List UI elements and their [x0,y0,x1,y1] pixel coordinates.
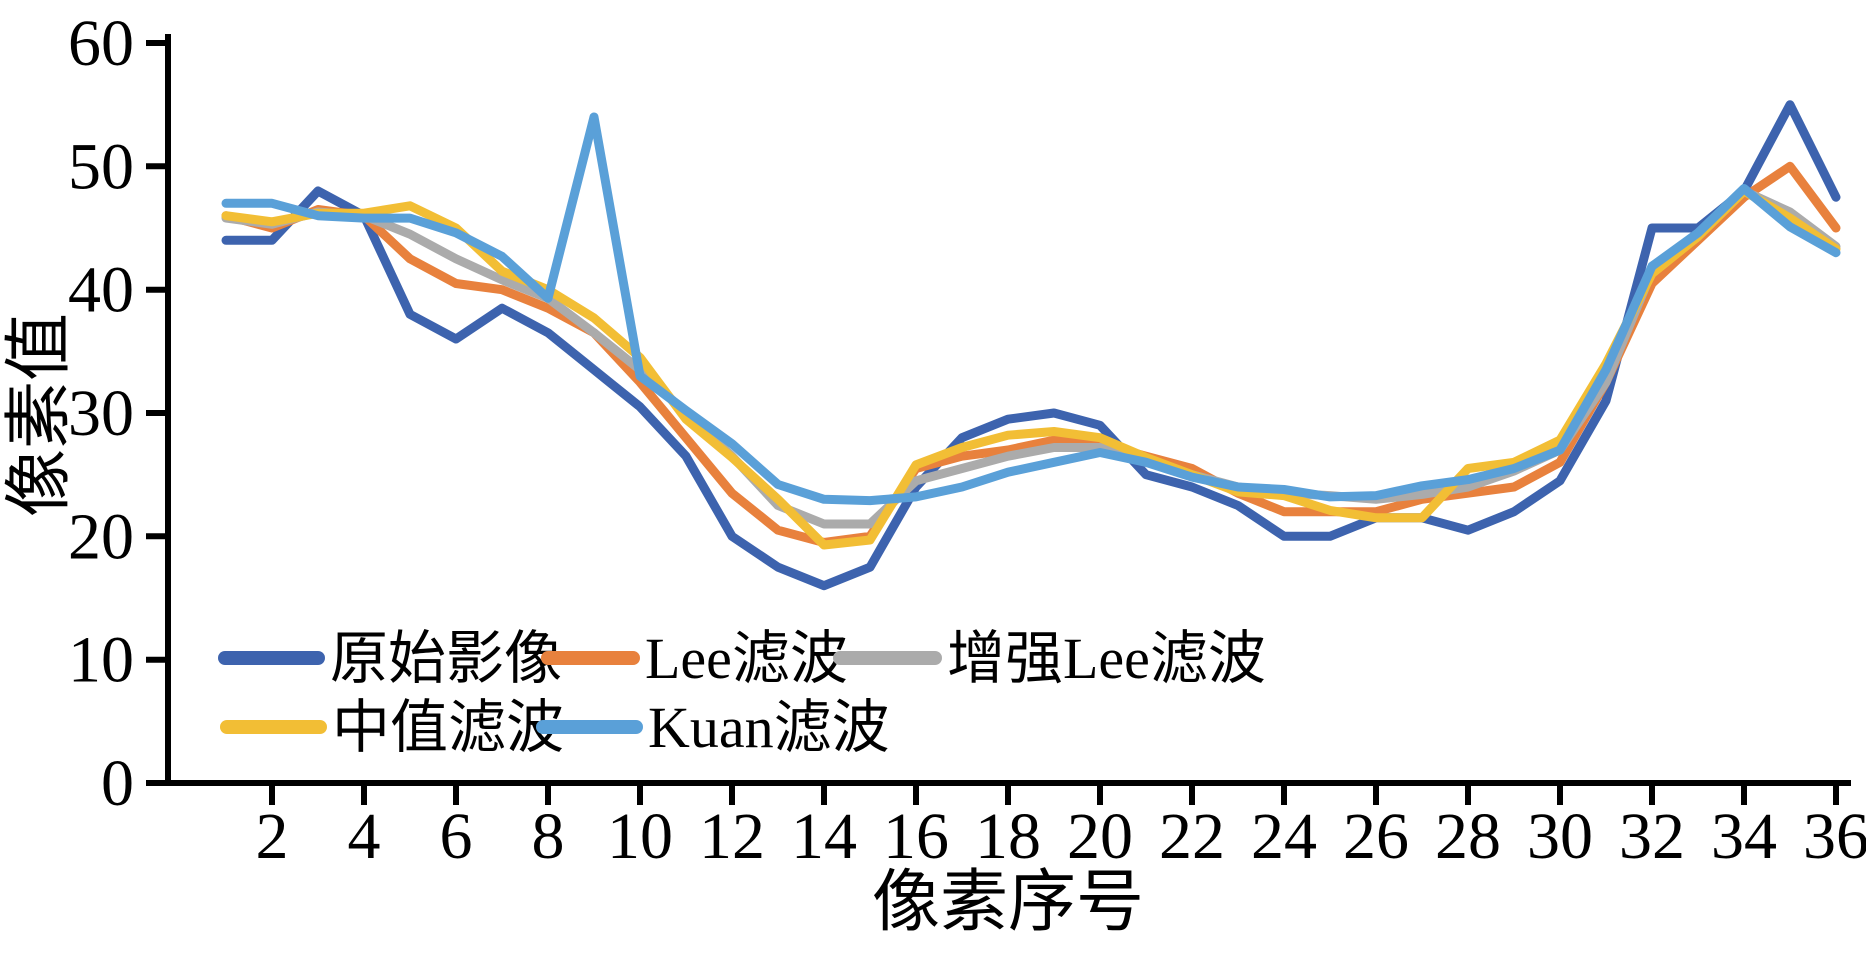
x-axis-title: 像素序号 [872,864,1144,940]
x-tick-label: 4 [348,800,381,873]
y-tick-label: 60 [68,7,134,80]
y-tick-label: 10 [68,624,134,697]
series-lines [221,100,1841,591]
x-tick-label: 14 [791,800,857,873]
y-tick-label: 30 [68,377,134,450]
legend-label-Lee滤波: Lee滤波 [645,626,848,691]
series-line-中值滤波 [221,186,1841,550]
x-tick-label: 24 [1251,800,1317,873]
legend-label-中值滤波: 中值滤波 [332,695,564,760]
legend-label-增强Lee滤波: 增强Lee滤波 [947,626,1266,691]
x-tick-label: 2 [256,800,289,873]
x-axis-ticks: 2 4 6 8 10 12 14 16 18 20 22 24 26 28 30 32 34 36 [256,783,1866,873]
x-tick-label: 26 [1343,800,1409,873]
y-axis-ticks: 0 10 20 30 40 50 60 [68,7,168,820]
x-tick-label: 34 [1711,800,1777,873]
legend-label-Kuan滤波: Kuan滤波 [648,695,890,760]
x-tick-label: 18 [975,800,1041,873]
x-tick-label: 22 [1159,800,1225,873]
y-tick-label: 20 [68,500,134,573]
series-line-Kuan滤波 [221,112,1841,506]
x-tick-label: 6 [440,800,473,873]
x-tick-label: 16 [883,800,949,873]
x-tick-label: 10 [607,800,673,873]
x-tick-label: 12 [699,800,765,873]
series-line-Lee滤波 [221,161,1841,547]
y-tick-label: 0 [101,747,134,820]
x-tick-label: 30 [1527,800,1593,873]
x-tick-label: 8 [532,800,565,873]
series-line-原始影像 [221,100,1841,591]
x-tick-label: 20 [1067,800,1133,873]
x-tick-label: 32 [1619,800,1685,873]
y-tick-label: 40 [68,254,134,327]
y-axis-title: 像素值 [1,313,77,517]
x-tick-label: 36 [1803,800,1866,873]
y-tick-label: 50 [68,130,134,203]
legend-label-原始影像: 原始影像 [330,626,562,691]
x-tick-label: 28 [1435,800,1501,873]
